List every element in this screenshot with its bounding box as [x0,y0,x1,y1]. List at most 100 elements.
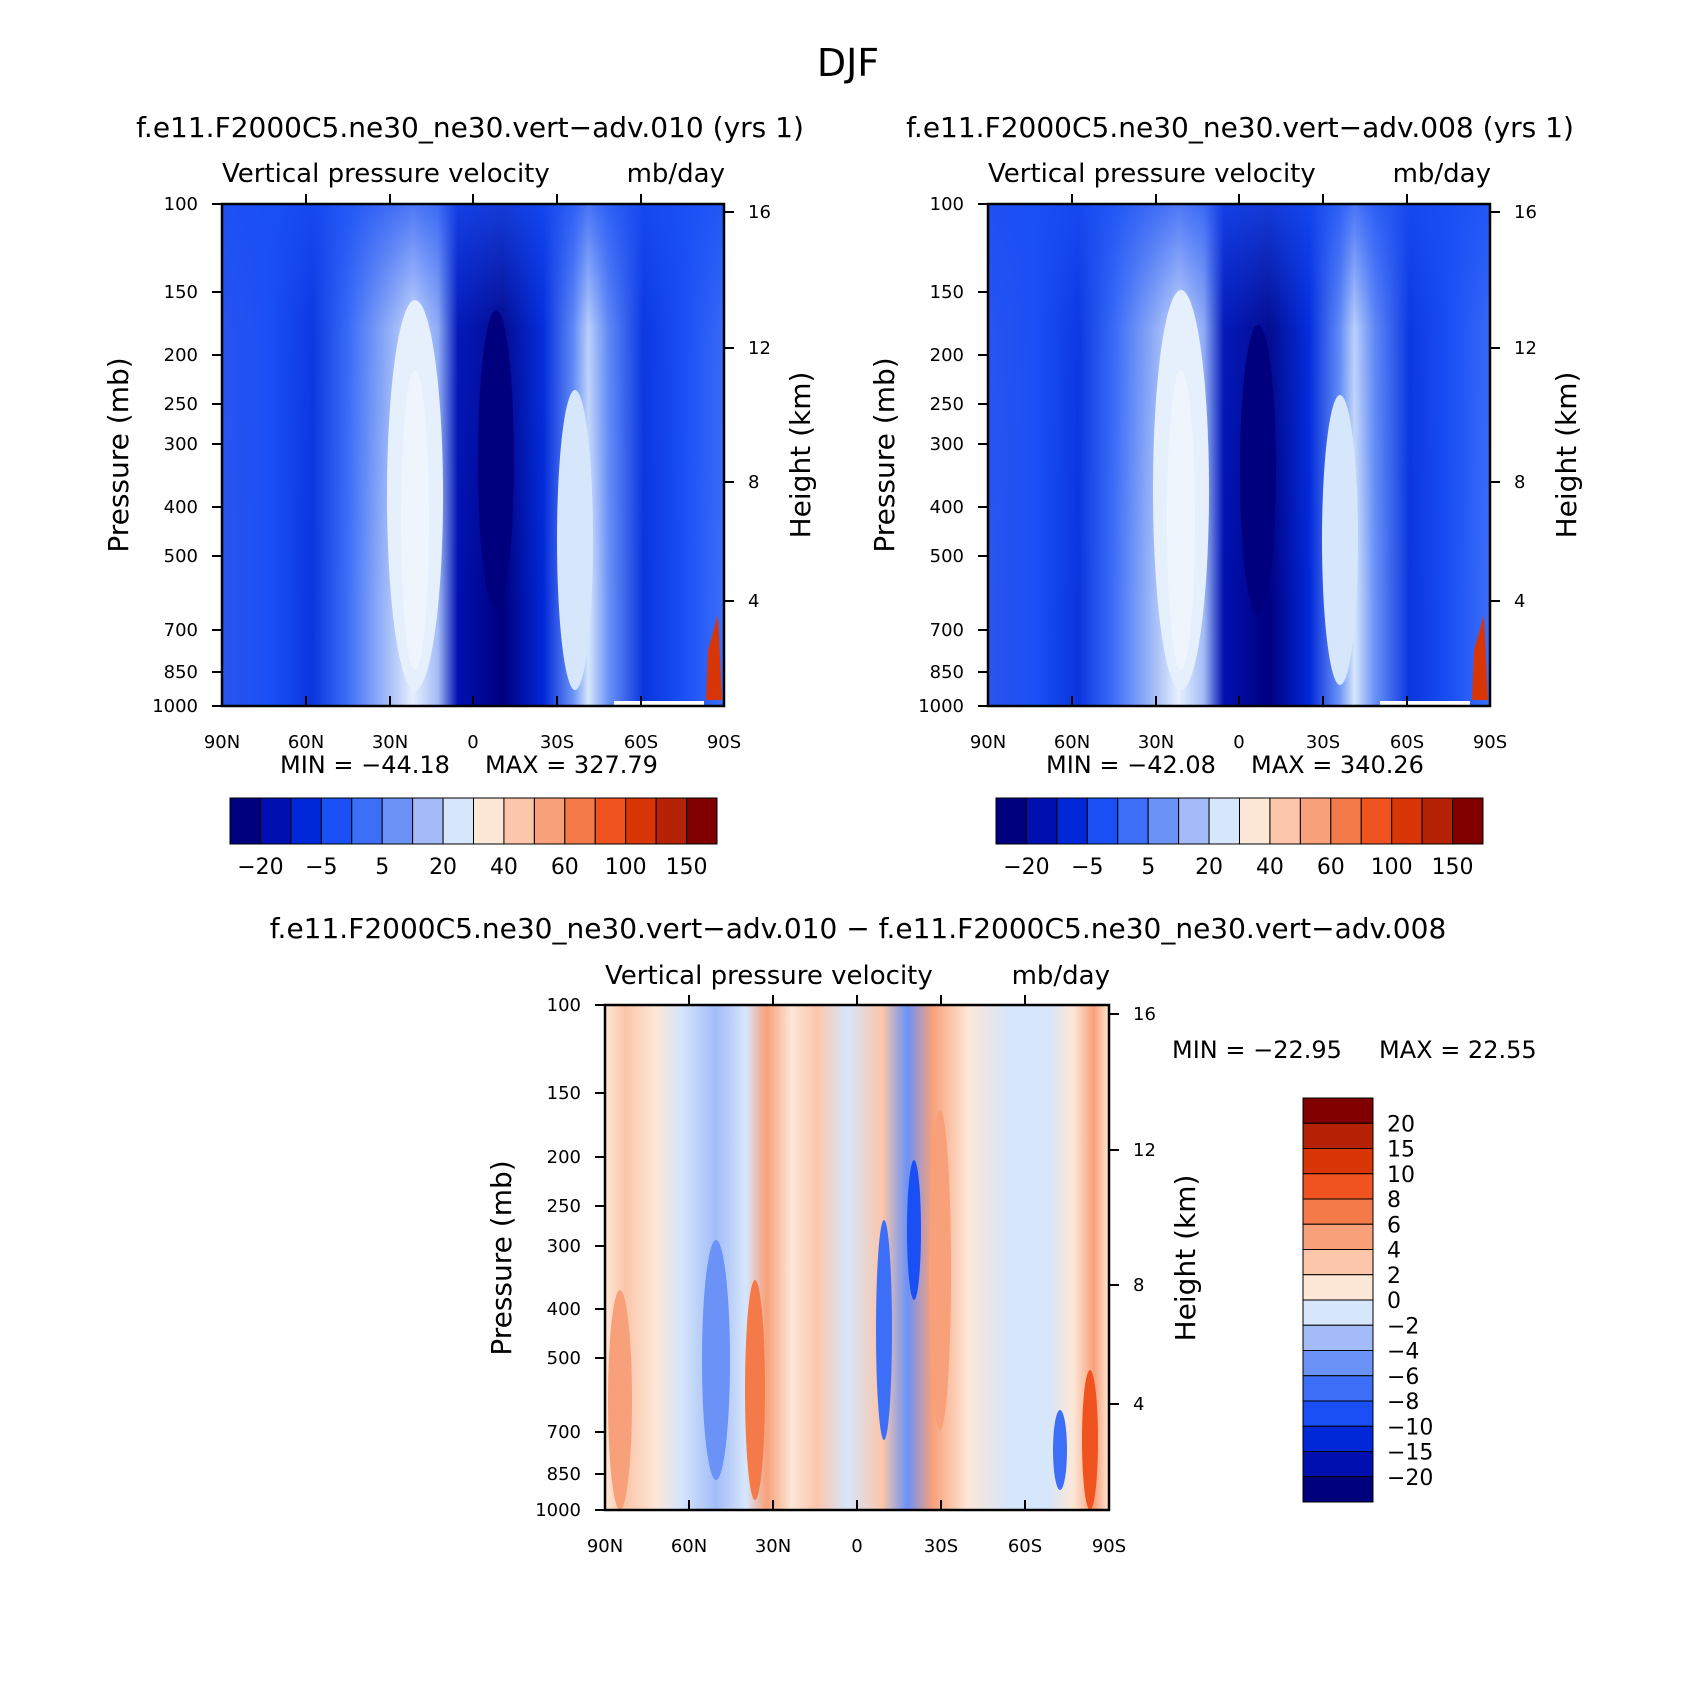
panel-2-y2tick-4: 4 [1490,591,1525,612]
panel-3-field-base [605,1005,1109,1510]
panel-2-y2tick-16: 16 [1490,202,1537,223]
panel-3-xtick-60n: 60N [671,1500,707,1557]
panel-1-ytick-850: 850 [164,662,222,683]
panel-1-polar-positive [706,615,722,700]
panel-1-field-upper-shade [222,204,724,706]
panel-2-colorbar-label: 60 [1317,855,1345,880]
svg-text:100: 100 [164,194,198,215]
svg-text:150: 150 [164,282,198,303]
panel-3-xtick-60s: 60S [1008,1500,1042,1557]
panel-1-colorbar-swatch [503,797,535,845]
panel-3-colorbar-swatch [1302,1097,1374,1124]
panel-2-colorbar-label: −20 [1003,855,1049,880]
svg-text:90N: 90N [970,732,1006,753]
panel-3-colorbar-swatch [1302,1122,1374,1149]
panel-1-colorbar-swatch [351,797,383,845]
panel-1-colorbar-swatch [259,797,292,845]
panel-1-y2tick-12: 12 [724,338,771,359]
panel-1-ytick-100: 100 [164,194,222,215]
panel-3-blob-60n-negative [702,1240,730,1480]
panel-3-y2tick-12: 12 [1109,1140,1156,1161]
panel-3-colorbar-label: 20 [1387,1112,1415,1137]
panel-2-colorbar-swatch [995,797,1027,845]
panel-2-plume-itcz [1240,325,1276,615]
panel-1-xtick-60s: 60S [624,696,658,753]
svg-text:1000: 1000 [152,696,198,717]
panel-3-colorbar-label: −10 [1387,1415,1433,1440]
panel-1-colorbar-swatch [625,797,657,845]
panel-2-xtick-30n: 30N [1138,696,1174,753]
panel-2-ytick-400: 400 [930,497,988,518]
svg-text:700: 700 [164,620,198,641]
panel-2-y-axis: 100 150 200 250 300 400 500 700 850 1000… [868,194,988,717]
panel-3-ytick-200: 200 [547,1147,605,1168]
panel-2-colorbar-label: 5 [1141,855,1155,880]
svg-text:8: 8 [1133,1275,1144,1296]
panel-3-colorbar-swatch [1302,1223,1374,1250]
panel-2-colorbar-swatch [1147,797,1180,845]
panel-3-y2tick-16: 16 [1109,1004,1156,1025]
panel-3-colorbar-swatch [1302,1375,1374,1402]
svg-text:400: 400 [547,1299,581,1320]
svg-text:300: 300 [930,434,964,455]
svg-text:30S: 30S [540,732,574,753]
panel-3-xtick-90n: 90N [587,1500,623,1557]
panel-1-colorbar-swatch [229,797,261,845]
panel-1-field [220,202,726,708]
panel-3-colorbar-swatch [1302,1350,1374,1377]
panel-1-y2-axis: 16 12 8 4 Height (km) [724,202,817,612]
panel-3-y2tick-8: 8 [1109,1275,1144,1296]
svg-text:12: 12 [1514,338,1537,359]
panel-2-colorbar-swatch [1208,797,1240,845]
panel-1-xtick-90s: 90S [707,696,741,753]
svg-text:700: 700 [547,1422,581,1443]
panel-2-case-title: f.e11.F2000C5.ne30_ne30.vert−adv.008 (yr… [906,111,1574,144]
panel-2-xtick-90s: 90S [1473,696,1507,753]
panel-3-xtick-0: 0 [851,1500,863,1557]
panel-3-blob-sh-positive [929,1110,951,1430]
panel-1-surface-white [614,701,704,705]
svg-text:30S: 30S [924,1536,958,1557]
panel-2-max: MAX = 340.26 [1251,751,1424,779]
svg-text:1000: 1000 [535,1500,581,1521]
panel-3-blob-nh-positive [608,1290,632,1510]
panel-1-colorbar-label: 60 [551,855,579,880]
panel-3-ytick-1000: 1000 [535,1500,605,1521]
panel-3-ylabel2: Height (km) [1169,1175,1202,1342]
svg-text:100: 100 [547,995,581,1016]
svg-text:500: 500 [164,546,198,567]
panel-3-xtick-30n: 30N [755,1500,791,1557]
panel-2-colorbar-swatch [1117,797,1149,845]
svg-text:16: 16 [1133,1004,1156,1025]
panel-2-colorbar-label: 150 [1432,855,1474,880]
svg-text:16: 16 [1514,202,1537,223]
panel-2-ylabel: Pressure (mb) [868,357,901,552]
panel-3-x-axis: 90N 60N 30N 0 30S 60S 90S [587,995,1126,1557]
panel-2-field [986,202,1492,708]
svg-text:850: 850 [930,662,964,683]
svg-text:250: 250 [930,394,964,415]
panel-3-colorbar-label: −8 [1387,1390,1419,1415]
panel-3-ytick-400: 400 [547,1299,605,1320]
svg-text:30N: 30N [755,1536,791,1557]
svg-text:8: 8 [1514,472,1525,493]
panel-1-colorbar-swatch [442,797,474,845]
panel-3-colorbar-label: 10 [1387,1163,1415,1188]
panel-2-colorbar-swatch [1239,797,1271,845]
panel-1-case-title: f.e11.F2000C5.ne30_ne30.vert−adv.010 (yr… [136,111,804,144]
panel-3-plot-title: Vertical pressure velocity [605,961,933,991]
panel-2-colorbar-label: 20 [1195,855,1223,880]
svg-text:850: 850 [164,662,198,683]
svg-text:250: 250 [547,1196,581,1217]
panel-2-plume-sh-subtropics [1322,395,1358,685]
panel-1-x-axis: 90N 60N 30N 0 30S 60S 90S [204,194,741,753]
svg-text:0: 0 [1233,732,1244,753]
panel-2-xtick-30s: 30S [1306,696,1340,753]
svg-text:150: 150 [930,282,964,303]
panel-1-colorbar-label: 5 [375,855,389,880]
panel-2-colorbar-swatch [1086,797,1119,845]
panel-2-colorbar-swatch [1025,797,1058,845]
panel-1-y2tick-16: 16 [724,202,771,223]
panel-3-colorbar-swatch [1302,1148,1374,1175]
panel-1-colorbar-swatch [564,797,596,845]
